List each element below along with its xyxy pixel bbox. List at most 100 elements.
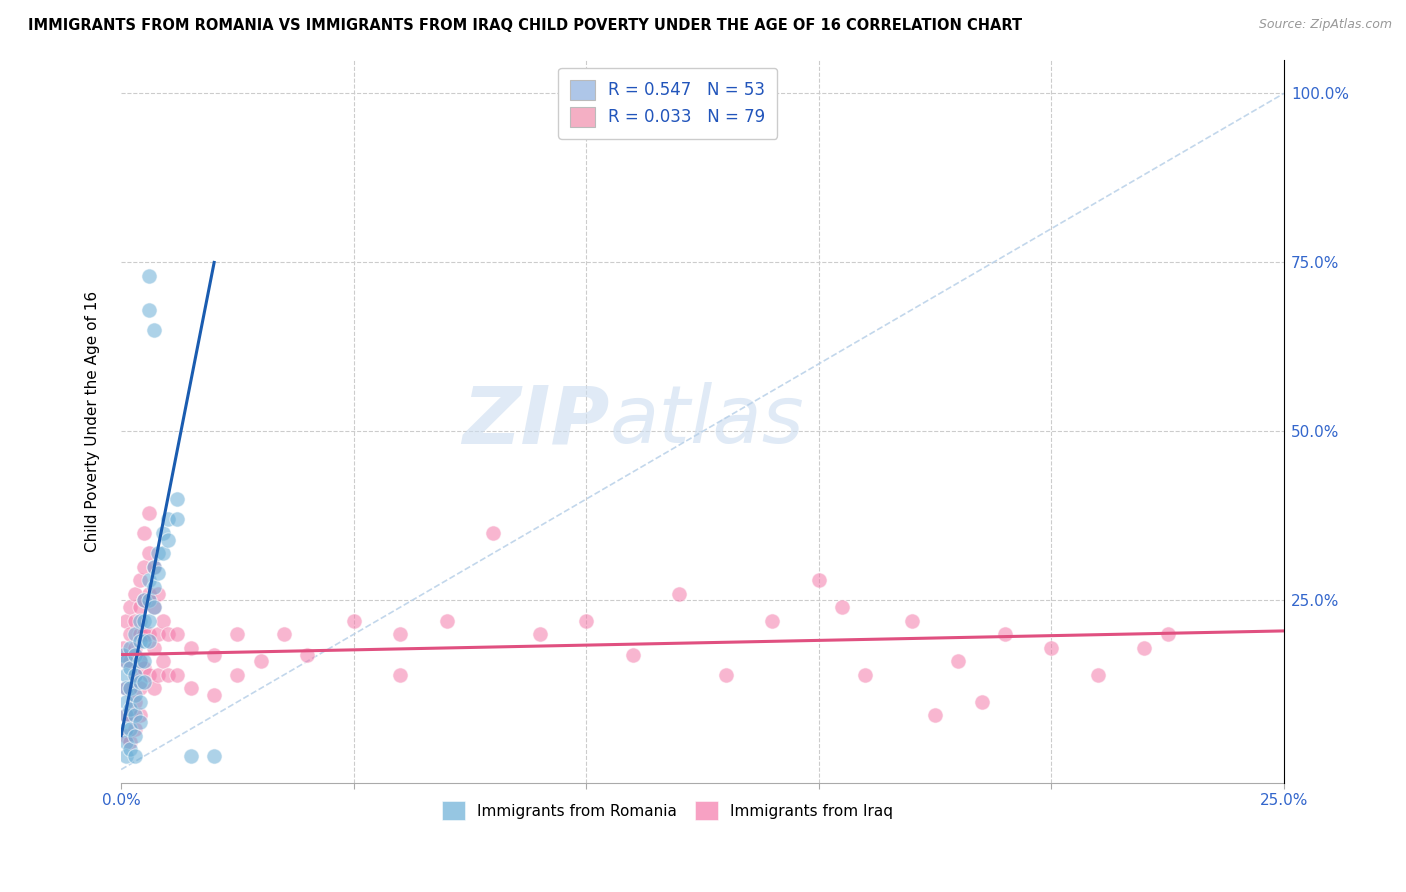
- Point: [124, 627, 146, 641]
- Point: [152, 654, 174, 668]
- Point: [120, 640, 142, 655]
- Point: [120, 627, 142, 641]
- Point: [714, 668, 737, 682]
- Point: [138, 634, 160, 648]
- Point: [148, 627, 170, 641]
- Point: [128, 573, 150, 587]
- Point: [142, 323, 165, 337]
- Y-axis label: Child Poverty Under the Age of 16: Child Poverty Under the Age of 16: [86, 291, 100, 552]
- Point: [970, 695, 993, 709]
- Point: [138, 546, 160, 560]
- Point: [166, 627, 188, 641]
- Point: [114, 695, 136, 709]
- Point: [138, 614, 160, 628]
- Point: [948, 654, 970, 668]
- Point: [120, 742, 142, 756]
- Point: [134, 661, 156, 675]
- Point: [128, 681, 150, 696]
- Point: [152, 546, 174, 560]
- Point: [807, 573, 830, 587]
- Point: [166, 491, 188, 506]
- Point: [436, 614, 458, 628]
- Point: [112, 648, 135, 662]
- Point: [138, 627, 160, 641]
- Point: [761, 614, 783, 628]
- Point: [128, 654, 150, 668]
- Point: [120, 722, 142, 736]
- Point: [124, 648, 146, 662]
- Point: [134, 525, 156, 540]
- Point: [138, 593, 160, 607]
- Point: [148, 546, 170, 560]
- Point: [134, 614, 156, 628]
- Point: [138, 573, 160, 587]
- Point: [114, 681, 136, 696]
- Point: [853, 668, 876, 682]
- Point: [134, 593, 156, 607]
- Point: [114, 654, 136, 668]
- Point: [180, 640, 202, 655]
- Point: [124, 668, 146, 682]
- Point: [156, 627, 179, 641]
- Point: [156, 668, 179, 682]
- Point: [142, 600, 165, 615]
- Point: [124, 749, 146, 764]
- Point: [148, 566, 170, 581]
- Text: Source: ZipAtlas.com: Source: ZipAtlas.com: [1258, 18, 1392, 31]
- Point: [1040, 640, 1063, 655]
- Point: [142, 640, 165, 655]
- Point: [112, 640, 135, 655]
- Point: [831, 600, 853, 615]
- Point: [343, 614, 366, 628]
- Point: [124, 587, 146, 601]
- Point: [295, 648, 318, 662]
- Text: ZIP: ZIP: [463, 383, 609, 460]
- Point: [529, 627, 551, 641]
- Point: [180, 681, 202, 696]
- Point: [134, 559, 156, 574]
- Point: [668, 587, 690, 601]
- Point: [202, 749, 225, 764]
- Point: [120, 708, 142, 723]
- Point: [114, 749, 136, 764]
- Point: [575, 614, 598, 628]
- Point: [114, 654, 136, 668]
- Point: [156, 533, 179, 547]
- Point: [120, 735, 142, 749]
- Point: [128, 600, 150, 615]
- Point: [134, 634, 156, 648]
- Point: [134, 674, 156, 689]
- Point: [901, 614, 924, 628]
- Point: [124, 614, 146, 628]
- Point: [138, 668, 160, 682]
- Point: [120, 701, 142, 715]
- Point: [142, 559, 165, 574]
- Point: [124, 708, 146, 723]
- Point: [138, 506, 160, 520]
- Point: [134, 654, 156, 668]
- Point: [138, 587, 160, 601]
- Point: [202, 688, 225, 702]
- Point: [134, 627, 156, 641]
- Point: [202, 648, 225, 662]
- Point: [994, 627, 1017, 641]
- Point: [128, 614, 150, 628]
- Point: [128, 708, 150, 723]
- Point: [249, 654, 271, 668]
- Point: [156, 512, 179, 526]
- Point: [389, 668, 412, 682]
- Point: [128, 634, 150, 648]
- Point: [124, 688, 146, 702]
- Point: [142, 559, 165, 574]
- Point: [924, 708, 946, 723]
- Point: [120, 681, 142, 696]
- Point: [128, 715, 150, 730]
- Text: IMMIGRANTS FROM ROMANIA VS IMMIGRANTS FROM IRAQ CHILD POVERTY UNDER THE AGE OF 1: IMMIGRANTS FROM ROMANIA VS IMMIGRANTS FR…: [28, 18, 1022, 33]
- Point: [124, 668, 146, 682]
- Point: [114, 708, 136, 723]
- Point: [152, 614, 174, 628]
- Point: [114, 729, 136, 743]
- Point: [1087, 668, 1109, 682]
- Point: [114, 681, 136, 696]
- Point: [128, 627, 150, 641]
